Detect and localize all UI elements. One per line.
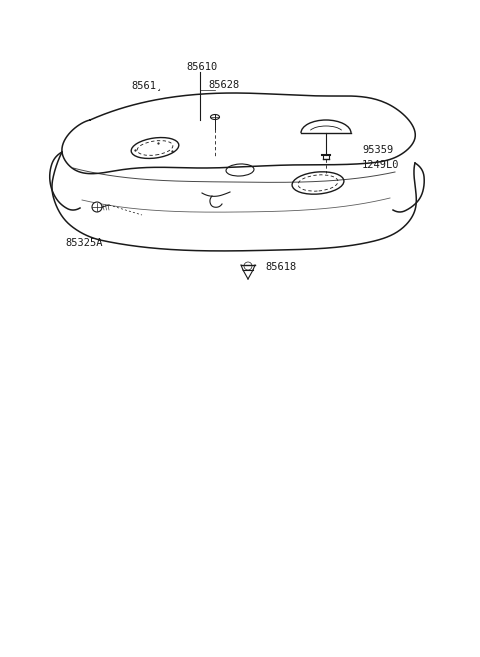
Text: 85610: 85610 (186, 62, 217, 72)
Text: 1249L0: 1249L0 (362, 160, 399, 170)
Text: 8561¸: 8561¸ (132, 80, 163, 90)
Circle shape (92, 202, 102, 212)
Text: 85628: 85628 (208, 80, 239, 90)
Text: 85618: 85618 (265, 262, 296, 272)
Ellipse shape (211, 114, 219, 120)
Text: 85325A: 85325A (65, 238, 103, 248)
Text: 95359: 95359 (362, 145, 393, 155)
